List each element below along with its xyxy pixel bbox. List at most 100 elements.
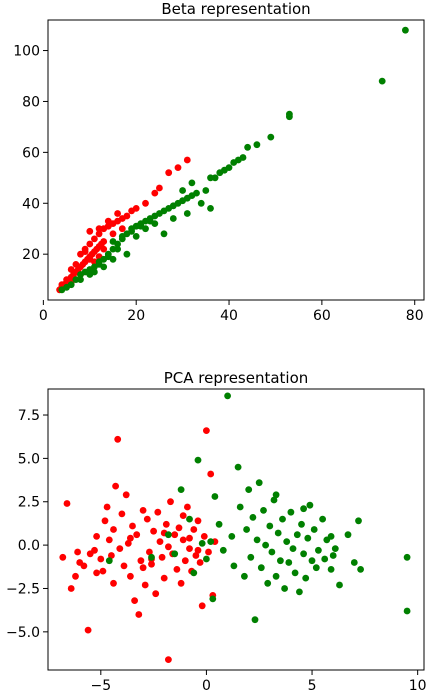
pca-point-s0-16	[110, 526, 117, 533]
pca-point-s0-75	[139, 564, 147, 572]
beta-point-s0-33	[151, 189, 159, 197]
pca-point-s0-54	[190, 526, 198, 533]
pca-point-s1-35	[272, 572, 280, 580]
pca-axes: −5 0 5 10 −5.0 −2.5 0.0 2.5 5.0 7.5	[6, 408, 427, 690]
pca-xtick-label-0: −5	[90, 678, 111, 690]
pca-point-s0-39	[158, 553, 166, 561]
pca-point-s0-62	[207, 470, 215, 478]
pca-point-s1-5	[186, 515, 193, 523]
pca-point-s1-59	[327, 566, 335, 573]
pca-point-s1-33	[268, 548, 276, 556]
beta-point-s0-47	[86, 227, 94, 235]
pca-title: PCA representation	[164, 369, 309, 387]
beta-point-s0-19	[100, 238, 108, 245]
pca-point-s1-24	[249, 514, 257, 521]
beta-point-s1-41	[267, 133, 275, 141]
beta-point-s0-37	[183, 156, 191, 164]
pca-point-s1-37	[277, 557, 284, 565]
pca-point-s0-6	[84, 626, 92, 634]
pca-point-s1-3	[171, 550, 179, 558]
beta-point-s1-62	[151, 220, 159, 228]
pca-point-s1-22	[245, 486, 253, 493]
pca-point-s0-70	[74, 548, 81, 556]
pca-point-s0-25	[129, 522, 136, 530]
pca-point-s1-6	[190, 569, 198, 577]
pca-point-s1-57	[321, 555, 329, 563]
pca-point-s1-1	[148, 553, 155, 561]
pca-point-s0-8	[91, 546, 98, 554]
pca-point-s1-42	[287, 508, 295, 516]
beta-point-s1-30	[202, 187, 210, 194]
pca-point-s1-56	[319, 515, 326, 523]
pca-point-s0-56	[194, 517, 202, 525]
pca-point-s1-44	[291, 569, 299, 577]
beta-point-s1-51	[95, 258, 103, 266]
pca-point-s0-57	[196, 559, 204, 566]
pca-point-s0-58	[198, 602, 206, 610]
pca-point-s0-50	[181, 557, 189, 565]
beta-point-s0-39	[81, 248, 89, 256]
pca-point-s0-55	[192, 552, 200, 559]
pca-point-s1-47	[298, 520, 305, 528]
beta-point-s1-31	[207, 205, 214, 212]
pca-point-s1-45	[293, 531, 301, 539]
pca-point-s0-65	[165, 656, 172, 663]
pca-point-s0-48	[177, 579, 185, 587]
beta-point-s1-46	[109, 238, 117, 245]
pca-point-s0-12	[101, 517, 109, 525]
beta-point-s0-34	[156, 184, 163, 192]
pca-point-s0-10	[97, 555, 105, 563]
pca-point-s1-0	[105, 557, 113, 565]
pca-point-s1-27	[255, 479, 263, 487]
pca-point-s0-19	[116, 545, 124, 552]
beta-point-s1-59	[123, 250, 131, 258]
pca-point-s0-17	[112, 482, 119, 490]
beta-point-s1-64	[169, 215, 177, 222]
pca-point-s0-61	[205, 548, 212, 556]
beta-ytick-label-0: 20	[22, 247, 40, 263]
pca-point-s1-15	[224, 392, 232, 400]
pca-point-s1-12	[211, 493, 219, 500]
pca-point-s1-32	[266, 522, 274, 530]
pca-point-s1-51	[306, 501, 314, 509]
pca-point-s1-70	[327, 533, 335, 540]
pca-point-s1-4	[177, 486, 185, 493]
pca-point-s1-63	[350, 559, 358, 566]
pca-point-s1-38	[279, 515, 286, 523]
beta-point-s0-51	[100, 245, 108, 253]
pca-point-s0-43	[167, 498, 174, 506]
pca-point-s0-20	[118, 510, 126, 518]
pca-point-s1-8	[198, 540, 206, 547]
beta-point-s1-60	[132, 233, 140, 240]
beta-point-s1-61	[142, 225, 149, 233]
pca-point-s0-5	[80, 562, 88, 570]
pca-point-s1-34	[270, 496, 278, 504]
pca-point-s0-52	[186, 545, 193, 552]
pca-point-s0-71	[110, 579, 117, 587]
beta-point-s0-48	[95, 225, 103, 233]
pca-point-s0-66	[194, 546, 202, 554]
beta-xtick-label-4: 80	[406, 308, 424, 324]
pca-point-s1-21	[243, 526, 251, 533]
pca-point-s1-26	[253, 536, 261, 544]
pca-point-s1-36	[274, 529, 282, 537]
pca-point-s0-27	[133, 531, 141, 539]
pca-point-s1-46	[296, 588, 303, 596]
pca-point-s0-36	[152, 590, 160, 598]
pca-point-s1-61	[336, 581, 343, 589]
beta-point-s0-32	[142, 199, 149, 207]
pca-point-s0-47	[175, 524, 183, 532]
pca-xtick-label-1: 0	[202, 678, 211, 690]
pca-ytick-label-4: 5.0	[18, 451, 40, 467]
pca-point-s1-20	[241, 572, 248, 580]
pca-plot-frame	[47, 388, 425, 671]
beta-point-s1-69	[207, 174, 214, 182]
pca-point-s0-29	[137, 557, 145, 565]
beta-point-s0-50	[114, 210, 121, 217]
pca-point-s1-69	[300, 505, 307, 513]
pca-point-s0-37	[154, 508, 162, 516]
beta-point-s1-43	[286, 110, 293, 118]
pca-point-s0-3	[72, 572, 79, 580]
pca-ytick-label-3: 2.5	[18, 495, 40, 511]
pca-point-s0-69	[93, 569, 100, 577]
